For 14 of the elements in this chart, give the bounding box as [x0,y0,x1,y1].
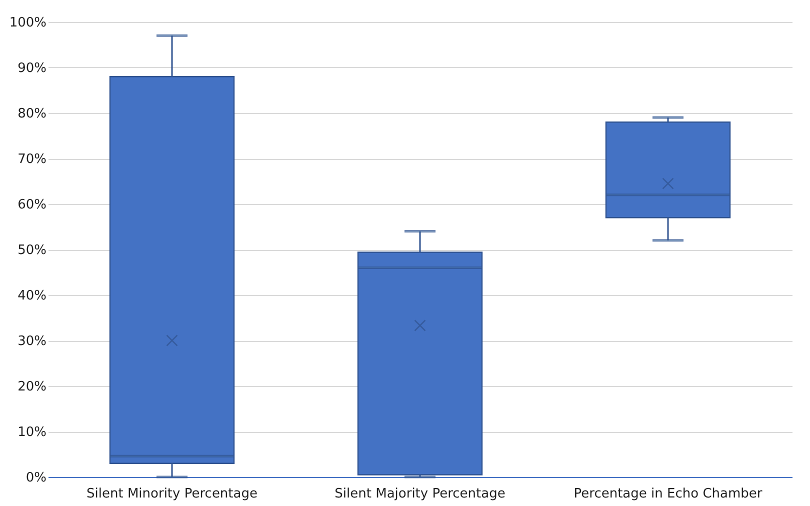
y-tick-label: 20% [18,380,46,394]
y-tick-label: 0% [26,470,46,486]
y-tick-label: 30% [18,334,46,349]
y-tick-label: 50% [18,243,46,258]
y-tick-label: 90% [18,61,46,76]
x-tick-label: Percentage in Echo Chamber [574,486,763,502]
y-tick-label: 80% [18,106,46,122]
y-tick-label: 40% [18,288,46,304]
x-tick-label: Silent Majority Percentage [334,486,506,502]
y-tick-label: 60% [18,198,46,212]
y-tick-label: 10% [18,425,46,440]
x-tick-label: Silent Minority Percentage [86,486,258,502]
y-tick-label: 70% [18,152,46,167]
y-tick-label: 100% [9,16,46,30]
